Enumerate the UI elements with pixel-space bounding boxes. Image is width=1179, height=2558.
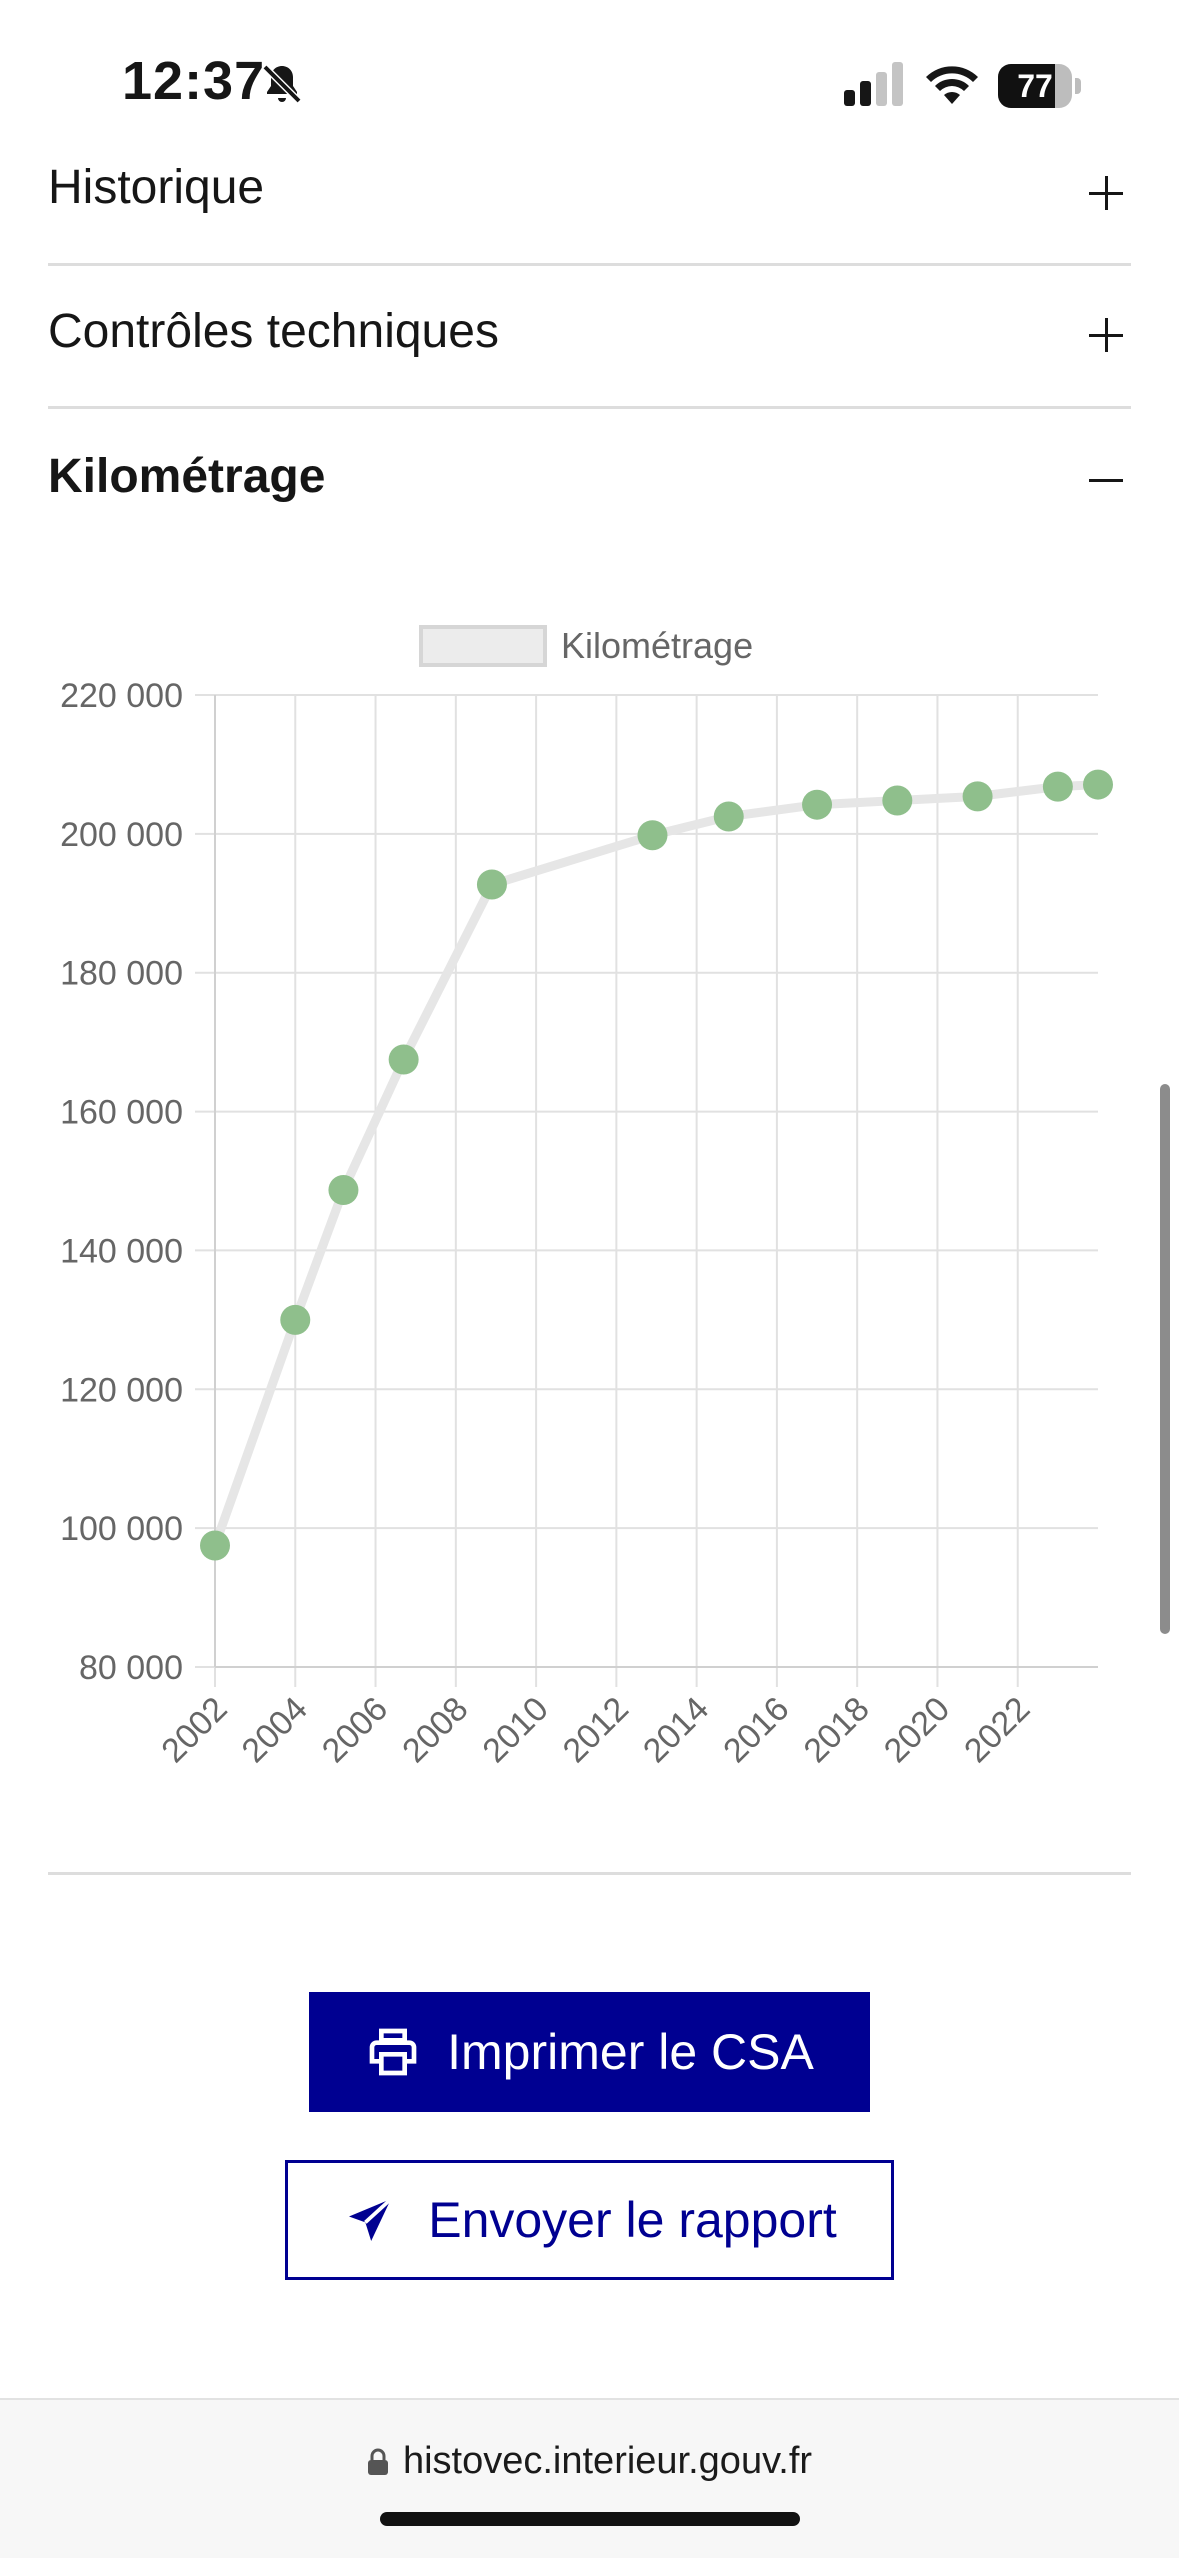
cellular-signal-icon [844,62,903,106]
chart-svg: 80 000 100 000 120 000 140 000 160 000 180 00… [60,625,1113,1770]
data-point [476,869,507,900]
print-csa-label: Imprimer le CSA [447,2024,814,2080]
minus-icon [1089,463,1123,497]
y-tick-label: 180 000 [60,955,183,993]
accordion-historique[interactable]: Historique [48,140,1131,240]
x-tick-label: 2010 [475,1690,555,1770]
data-point [962,781,993,812]
accordion-kilometrage[interactable]: Kilométrage [48,409,1131,549]
data-point [713,801,744,832]
x-tick-label: 2006 [315,1690,395,1770]
printer-icon [369,2028,417,2076]
kilometrage-chart: 80 000 100 000 120 000 140 000 160 000 180 00… [0,600,1179,1820]
send-report-label: Envoyer le rapport [428,2192,837,2248]
bell-muted-icon [262,64,302,104]
series-line [210,780,1099,1548]
home-indicator[interactable] [380,2512,800,2526]
scrollbar[interactable] [1160,1084,1170,1634]
url-text: histovec.interieur.gouv.fr [402,2440,813,2482]
legend-swatch [419,625,547,667]
wifi-icon [926,66,978,104]
plus-icon [1089,318,1123,352]
x-tick-label: 2018 [796,1690,876,1770]
accordion-kilometrage-label: Kilométrage [48,450,326,503]
x-tick-label: 2004 [235,1690,315,1770]
y-tick-label: 100 000 [60,1510,183,1548]
battery-icon: 77 [998,64,1082,108]
accordion-controles-label: Contrôles techniques [48,305,499,358]
data-point [388,1044,419,1075]
y-tick-label: 220 000 [60,677,183,715]
divider [48,406,1131,409]
data-point [1042,771,1073,802]
y-tick-label: 80 000 [79,1649,183,1687]
lock-icon [367,2448,388,2475]
data-point [802,789,833,820]
send-icon [349,2197,393,2241]
y-tick-label: 200 000 [60,816,183,854]
x-tick-label: 2012 [556,1690,636,1770]
x-tick-label: 2002 [154,1690,234,1770]
battery-level: 77 [1017,68,1053,104]
data-point [637,820,668,851]
data-point [280,1304,311,1335]
y-tick-label: 160 000 [60,1094,183,1132]
x-tick-label: 2016 [716,1690,796,1770]
data-point [200,1530,230,1561]
y-tick-label: 140 000 [60,1232,183,1270]
status-bar: 12:37 77 [0,0,1179,160]
print-csa-button[interactable]: Imprimer le CSA [309,1992,870,2112]
x-tick-label: 2022 [957,1690,1037,1770]
legend-label: Kilométrage [561,625,753,666]
url-display[interactable]: histovec.interieur.gouv.fr [0,2440,1179,2483]
send-report-button[interactable]: Envoyer le rapport [285,2160,894,2280]
status-time: 12:37 [122,51,266,111]
browser-address-bar[interactable]: histovec.interieur.gouv.fr [0,2398,1179,2558]
divider [48,263,1131,266]
x-tick-label: 2014 [636,1690,716,1770]
data-point [882,785,913,816]
data-point [1083,769,1113,800]
data-point [328,1175,359,1206]
accordion-historique-label: Historique [48,161,265,214]
y-tick-label: 120 000 [60,1371,183,1409]
x-tick-label: 2020 [877,1690,957,1770]
accordion-controles-techniques[interactable]: Contrôles techniques [48,266,1131,406]
plus-icon [1089,176,1123,210]
divider [48,1872,1131,1875]
x-tick-label: 2008 [395,1690,475,1770]
